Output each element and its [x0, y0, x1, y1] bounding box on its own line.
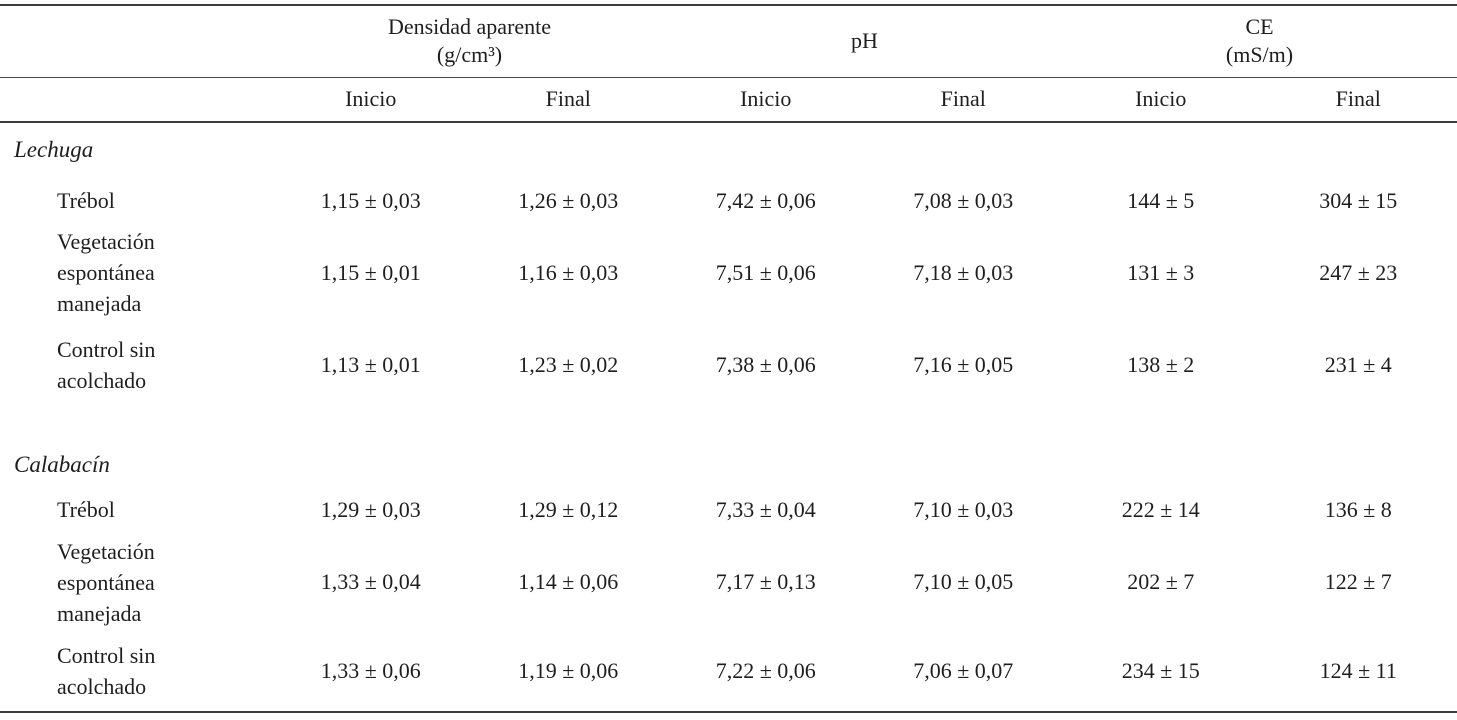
- value-cell: 138 ± 2: [1127, 352, 1195, 378]
- group-header-ph: pH: [667, 5, 1062, 78]
- value-cell: 7,42 ± 0,06: [715, 187, 816, 213]
- sub-header-row: Inicio Final Inicio Final Inicio Final: [0, 77, 1457, 123]
- value-cell: 7,10 ± 0,05: [913, 569, 1014, 595]
- value-cell: 1,26 ± 0,03: [518, 187, 619, 213]
- value-cell: 202 ± 7: [1127, 569, 1195, 595]
- group-header-densidad-aparente: Densidad aparente (g/cm³): [272, 5, 667, 78]
- value-cell: 7,22 ± 0,06: [715, 658, 816, 684]
- table-row-lechuga-trebol: Trébol 1,15 ± 0,03 1,26 ± 0,03 7,42 ± 0,…: [0, 177, 1457, 225]
- group-title: CE: [1245, 13, 1274, 39]
- value-cell: 7,06 ± 0,07: [913, 658, 1014, 684]
- group-title: Densidad aparente: [387, 13, 552, 39]
- column-group-header-row: Densidad aparente (g/cm³) pH CE (mS/m): [0, 5, 1457, 78]
- row-label: Control sin acolchado: [57, 337, 156, 394]
- value-cell: 304 ± 15: [1319, 187, 1398, 213]
- group-header-ce: CE (mS/m): [1062, 5, 1457, 78]
- value-cell: 1,23 ± 0,02: [518, 352, 619, 378]
- value-cell: 131 ± 3: [1127, 259, 1195, 285]
- value-cell: 7,17 ± 0,13: [715, 569, 816, 595]
- section-row-lechuga: Lechuga: [0, 122, 1457, 177]
- value-cell: 1,14 ± 0,06: [518, 569, 619, 595]
- row-label: Trébol: [57, 188, 115, 214]
- value-cell: 136 ± 8: [1324, 496, 1392, 522]
- section-row-calabacin: Calabacín: [0, 443, 1457, 488]
- value-cell: 1,19 ± 0,06: [518, 658, 619, 684]
- subheader-densidad-inicio: Inicio: [272, 77, 470, 123]
- value-cell: 1,16 ± 0,03: [518, 259, 619, 285]
- table-row-calabacin-vegetacion: Vegetación espontánea manejada 1,33 ± 0,…: [0, 533, 1457, 633]
- value-cell: 1,33 ± 0,04: [320, 569, 421, 595]
- value-cell: 7,33 ± 0,04: [715, 496, 816, 522]
- corner-cell: [0, 5, 272, 78]
- value-cell: 7,10 ± 0,03: [913, 496, 1014, 522]
- value-cell: 7,38 ± 0,06: [715, 352, 816, 378]
- table-row-lechuga-control: Control sin acolchado 1,13 ± 0,01 1,23 ±…: [0, 321, 1457, 411]
- value-cell: 1,29 ± 0,03: [320, 496, 421, 522]
- row-label: Vegetación espontánea manejada: [57, 229, 155, 316]
- subheader-ce-final: Final: [1259, 77, 1457, 123]
- section-name: Calabacín: [14, 452, 110, 478]
- table-row-lechuga-vegetacion: Vegetación espontánea manejada 1,15 ± 0,…: [0, 225, 1457, 321]
- value-cell: 234 ± 15: [1121, 658, 1200, 684]
- value-cell: 1,29 ± 0,12: [518, 496, 619, 522]
- section-spacer: [0, 411, 1457, 443]
- group-unit: (mS/m): [1225, 42, 1294, 68]
- subheader-ce-inicio: Inicio: [1062, 77, 1260, 123]
- value-cell: 7,51 ± 0,06: [715, 259, 816, 285]
- row-label: Control sin acolchado: [57, 643, 156, 700]
- value-cell: 247 ± 23: [1319, 259, 1398, 285]
- value-cell: 1,13 ± 0,01: [320, 352, 421, 378]
- value-cell: 7,08 ± 0,03: [913, 187, 1014, 213]
- group-unit: (g/cm³): [436, 42, 503, 68]
- group-title: pH: [851, 27, 878, 53]
- value-cell: 1,33 ± 0,06: [320, 658, 421, 684]
- table-row-calabacin-trebol: Trébol 1,29 ± 0,03 1,29 ± 0,12 7,33 ± 0,…: [0, 488, 1457, 533]
- table-row-calabacin-control: Control sin acolchado 1,33 ± 0,06 1,19 ±…: [0, 633, 1457, 712]
- value-cell: 7,16 ± 0,05: [913, 352, 1014, 378]
- value-cell: 124 ± 11: [1319, 658, 1397, 684]
- subheader-ph-final: Final: [864, 77, 1062, 123]
- value-cell: 1,15 ± 0,01: [320, 259, 421, 285]
- value-cell: 7,18 ± 0,03: [913, 259, 1014, 285]
- subheader-densidad-final: Final: [469, 77, 667, 123]
- value-cell: 122 ± 7: [1324, 569, 1392, 595]
- value-cell: 222 ± 14: [1121, 496, 1200, 522]
- results-table: Densidad aparente (g/cm³) pH CE (mS/m) I…: [0, 4, 1457, 713]
- row-label: Trébol: [57, 497, 115, 523]
- value-cell: 144 ± 5: [1127, 187, 1195, 213]
- row-label: Vegetación espontánea manejada: [57, 538, 155, 626]
- value-cell: 1,15 ± 0,03: [320, 187, 421, 213]
- subheader-ph-inicio: Inicio: [667, 77, 865, 123]
- section-name: Lechuga: [14, 136, 94, 162]
- value-cell: 231 ± 4: [1324, 352, 1392, 378]
- corner-cell: [0, 77, 272, 123]
